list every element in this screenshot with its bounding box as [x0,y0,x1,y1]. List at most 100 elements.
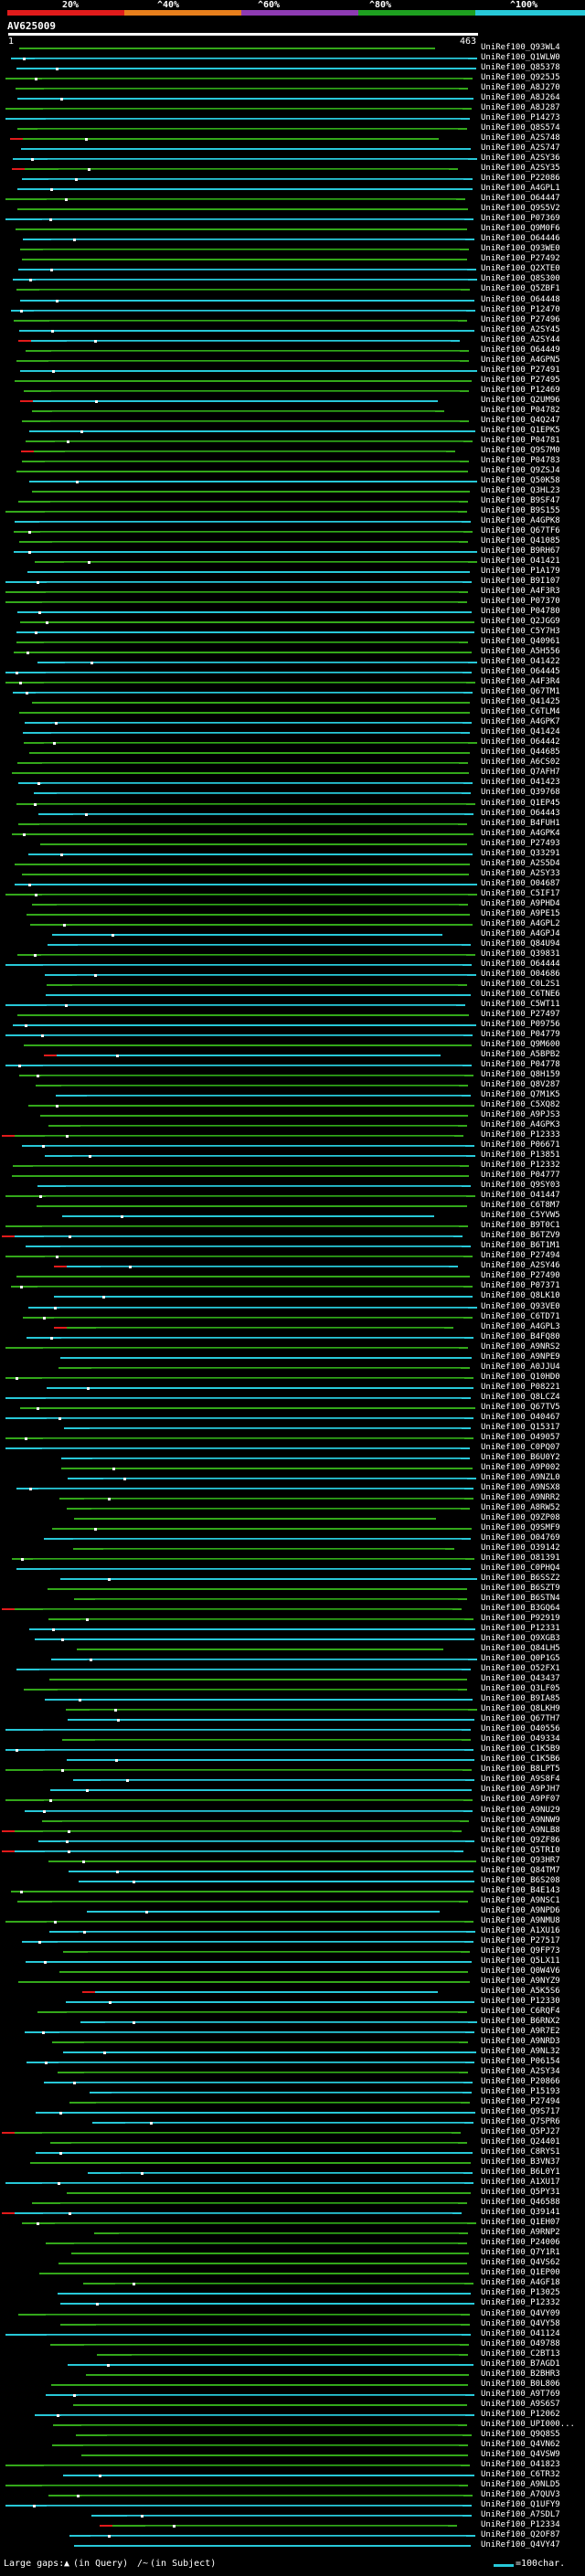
hit-label[interactable]: UniRef100_A2S748 [481,133,560,143]
hit-row[interactable]: UniRef100_Q39831 [0,949,585,959]
hit-label[interactable]: UniRef100_A4GPK4 [481,828,560,838]
hit-row[interactable]: UniRef100_P27491 [0,365,585,375]
hit-label[interactable]: UniRef100_C8RYS1 [481,2147,560,2157]
hit-row[interactable]: UniRef100_O49057 [0,1432,585,1442]
hit-row[interactable]: UniRef100_P06671 [0,1140,585,1150]
hit-label[interactable]: UniRef100_O49057 [481,1432,560,1442]
hit-row[interactable]: UniRef100_A4GPL3 [0,1322,585,1331]
hit-row[interactable]: UniRef100_Q925J5 [0,73,585,82]
hit-label[interactable]: UniRef100_A9T769 [481,2389,560,2399]
hit-label[interactable]: UniRef100_A9NLD5 [481,2479,560,2489]
hit-label[interactable]: UniRef100_Q4VY09 [481,2308,560,2318]
hit-row[interactable]: UniRef100_P27497 [0,1010,585,1019]
hit-label[interactable]: UniRef100_Q24401 [481,2137,560,2147]
hit-row[interactable]: UniRef100_O40467 [0,1413,585,1422]
hit-row[interactable]: UniRef100_Q44685 [0,747,585,757]
hit-row[interactable]: UniRef100_A4GPJ4 [0,929,585,938]
hit-label[interactable]: UniRef100_A9NYZ9 [481,1976,560,1986]
hit-row[interactable]: UniRef100_P12332 [0,2298,585,2307]
hit-label[interactable]: UniRef100_P09756 [481,1019,560,1029]
hit-row[interactable]: UniRef100_Q7Y1R1 [0,2248,585,2258]
hit-row[interactable]: UniRef100_P92919 [0,1614,585,1623]
hit-label[interactable]: UniRef100_A1XU17 [481,2178,560,2188]
hit-row[interactable]: UniRef100_A2SY44 [0,335,585,345]
hit-row[interactable]: UniRef100_C0L2S1 [0,980,585,989]
hit-row[interactable]: UniRef100_A2S748 [0,133,585,143]
hit-row[interactable]: UniRef100_C5WT11 [0,1000,585,1009]
hit-label[interactable]: UniRef100_P04780 [481,607,560,617]
hit-label[interactable]: UniRef100_B6T1M1 [481,1241,560,1251]
hit-label[interactable]: UniRef100_B4FUH1 [481,818,560,828]
hit-row[interactable]: UniRef100_A9NNW9 [0,1816,585,1825]
hit-row[interactable]: UniRef100_Q93HR7 [0,1856,585,1865]
hit-row[interactable]: UniRef100_O39142 [0,1543,585,1553]
hit-label[interactable]: UniRef100_P14273 [481,113,560,123]
hit-label[interactable]: UniRef100_O04687 [481,878,560,888]
hit-label[interactable]: UniRef100_A2SY34 [481,2067,560,2077]
hit-row[interactable]: UniRef100_Q4Q247 [0,415,585,425]
hit-row[interactable]: UniRef100_Q9SMF9 [0,1523,585,1532]
hit-row[interactable]: UniRef100_A9NPD6 [0,1906,585,1915]
hit-label[interactable]: UniRef100_Q46588 [481,2198,560,2208]
hit-row[interactable]: UniRef100_O64443 [0,809,585,818]
hit-row[interactable]: UniRef100_Q5ZBF1 [0,284,585,293]
hit-row[interactable]: UniRef100_P27495 [0,376,585,385]
hit-row[interactable]: UniRef100_Q8V287 [0,1080,585,1089]
hit-label[interactable]: UniRef100_P27494 [481,2097,560,2107]
hit-label[interactable]: UniRef100_Q9S7M0 [481,445,560,455]
hit-label[interactable]: UniRef100_B4FQ80 [481,1331,560,1341]
hit-label[interactable]: UniRef100_P13025 [481,2288,560,2298]
hit-label[interactable]: UniRef100_C1K5B9 [481,1744,560,1754]
hit-label[interactable]: UniRef100_P13851 [481,1150,560,1161]
hit-row[interactable]: UniRef100_Q15317 [0,1423,585,1432]
hit-row[interactable]: UniRef100_P22086 [0,174,585,183]
hit-label[interactable]: UniRef100_Q4VY58 [481,2318,560,2328]
hit-label[interactable]: UniRef100_A7QUV3 [481,2489,560,2499]
hit-label[interactable]: UniRef100_Q7Y1R1 [481,2248,560,2258]
hit-label[interactable]: UniRef100_C5IF17 [481,888,560,898]
hit-label[interactable]: UniRef100_Q2UM96 [481,395,560,405]
hit-label[interactable]: UniRef100_A9NL32 [481,2046,560,2056]
hit-row[interactable]: UniRef100_O04686 [0,970,585,979]
hit-label[interactable]: UniRef100_P27492 [481,254,560,264]
hit-row[interactable]: UniRef100_C5YVW5 [0,1211,585,1221]
hit-label[interactable]: UniRef100_O64446 [481,234,560,244]
hit-label[interactable]: UniRef100_C5YVW5 [481,1211,560,1221]
hit-row[interactable]: UniRef100_P07370 [0,597,585,607]
hit-label[interactable]: UniRef100_C6TR32 [481,2469,560,2479]
hit-label[interactable]: UniRef100_A4GPK8 [481,515,560,525]
hit-label[interactable]: UniRef100_A4GPL2 [481,918,560,928]
hit-row[interactable]: UniRef100_Q93VE0 [0,1302,585,1311]
hit-row[interactable]: UniRef100_A8J270 [0,83,585,92]
hit-label[interactable]: UniRef100_Q9M600 [481,1039,560,1049]
hit-row[interactable]: UniRef100_Q5PY31 [0,2188,585,2197]
hit-label[interactable]: UniRef100_Q9ZF86 [481,1835,560,1845]
hit-row[interactable]: UniRef100_Q9M600 [0,1039,585,1049]
hit-label[interactable]: UniRef100_A4F3R3 [481,587,560,597]
hit-label[interactable]: UniRef100_O64445 [481,667,560,677]
hit-row[interactable]: UniRef100_P04782 [0,406,585,415]
hit-row[interactable]: UniRef100_Q9S717 [0,2107,585,2117]
hit-row[interactable]: UniRef100_C6TR32 [0,2469,585,2479]
hit-row[interactable]: UniRef100_P13851 [0,1150,585,1161]
hit-row[interactable]: UniRef100_Q67TH7 [0,1714,585,1723]
hit-label[interactable]: UniRef100_Q93WE0 [481,244,560,254]
hit-label[interactable]: UniRef100_A9RNP2 [481,2228,560,2238]
hit-label[interactable]: UniRef100_B6SSZ2 [481,1574,560,1584]
hit-label[interactable]: UniRef100_B9T0C1 [481,1221,560,1231]
hit-label[interactable]: UniRef100_P07370 [481,597,560,607]
hit-label[interactable]: UniRef100_A9PF07 [481,1795,560,1805]
hit-label[interactable]: UniRef100_P04779 [481,1029,560,1039]
hit-label[interactable]: UniRef100_P27491 [481,365,560,375]
hit-row[interactable]: UniRef100_A5H556 [0,647,585,656]
hit-row[interactable]: UniRef100_A8J287 [0,103,585,112]
hit-label[interactable]: UniRef100_Q7AFH7 [481,768,560,778]
hit-label[interactable]: UniRef100_P15193 [481,2087,560,2097]
hit-label[interactable]: UniRef100_Q4Q247 [481,415,560,425]
hit-label[interactable]: UniRef100_Q9FP73 [481,1945,560,1956]
hit-row[interactable]: UniRef100_A1XU17 [0,2178,585,2188]
hit-row[interactable]: UniRef100_P12331 [0,1624,585,1633]
hit-label[interactable]: UniRef100_Q9S717 [481,2107,560,2117]
hit-label[interactable]: UniRef100_Q7M1K5 [481,1090,560,1100]
hit-row[interactable]: UniRef100_Q8LK10 [0,1291,585,1300]
